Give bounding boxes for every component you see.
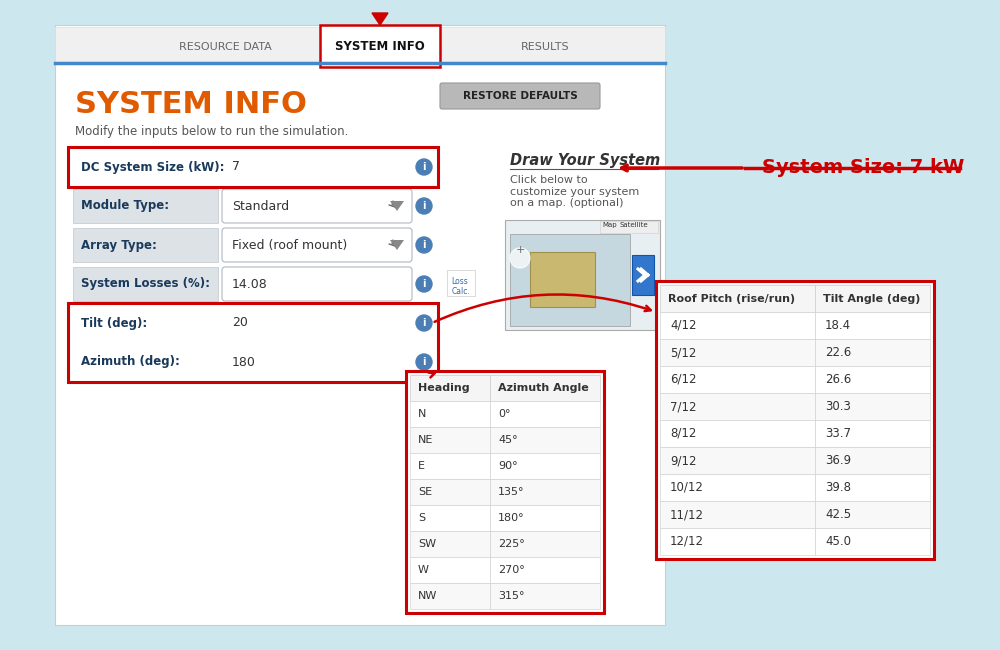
FancyBboxPatch shape	[222, 306, 412, 340]
Text: 33.7: 33.7	[825, 427, 851, 440]
FancyBboxPatch shape	[490, 557, 600, 583]
FancyBboxPatch shape	[73, 267, 218, 301]
FancyBboxPatch shape	[656, 281, 934, 559]
Polygon shape	[390, 201, 404, 211]
FancyBboxPatch shape	[815, 285, 930, 312]
Text: 22.6: 22.6	[825, 346, 851, 359]
FancyBboxPatch shape	[73, 150, 218, 184]
Text: Map: Map	[602, 222, 617, 228]
Text: 26.6: 26.6	[825, 373, 851, 386]
FancyBboxPatch shape	[510, 234, 630, 326]
FancyBboxPatch shape	[222, 228, 412, 262]
Text: Draw Your System: Draw Your System	[510, 153, 660, 168]
FancyBboxPatch shape	[68, 147, 438, 187]
FancyBboxPatch shape	[490, 531, 600, 557]
Circle shape	[416, 354, 432, 370]
Text: Standard: Standard	[232, 200, 289, 213]
FancyBboxPatch shape	[410, 401, 490, 427]
FancyBboxPatch shape	[490, 427, 600, 453]
FancyBboxPatch shape	[815, 420, 930, 447]
FancyBboxPatch shape	[815, 366, 930, 393]
FancyBboxPatch shape	[410, 557, 490, 583]
Text: Tilt (deg):: Tilt (deg):	[81, 317, 147, 330]
FancyBboxPatch shape	[410, 375, 490, 401]
FancyBboxPatch shape	[660, 393, 815, 420]
Text: SE: SE	[418, 487, 432, 497]
Text: 180°: 180°	[498, 513, 525, 523]
FancyBboxPatch shape	[447, 270, 475, 296]
Text: SYSTEM INFO: SYSTEM INFO	[335, 40, 425, 53]
Text: i: i	[422, 318, 426, 328]
Text: i: i	[422, 162, 426, 172]
FancyBboxPatch shape	[410, 531, 490, 557]
FancyBboxPatch shape	[320, 25, 440, 67]
Text: E: E	[418, 461, 425, 471]
Circle shape	[416, 198, 432, 214]
FancyBboxPatch shape	[73, 228, 218, 262]
Text: 7: 7	[232, 161, 240, 174]
FancyBboxPatch shape	[222, 150, 412, 184]
Text: 20: 20	[232, 317, 248, 330]
FancyBboxPatch shape	[73, 345, 218, 379]
Text: 90°: 90°	[498, 461, 518, 471]
Text: W: W	[418, 565, 429, 575]
FancyBboxPatch shape	[815, 501, 930, 528]
Text: 36.9: 36.9	[825, 454, 851, 467]
Text: RESTORE DEFAULTS: RESTORE DEFAULTS	[463, 91, 577, 101]
Text: 315°: 315°	[498, 591, 524, 601]
FancyBboxPatch shape	[660, 528, 815, 555]
Text: Heading: Heading	[418, 383, 470, 393]
Text: 39.8: 39.8	[825, 481, 851, 494]
FancyBboxPatch shape	[490, 479, 600, 505]
Text: Module Type:: Module Type:	[81, 200, 169, 213]
Text: Roof Pitch (rise/run): Roof Pitch (rise/run)	[668, 294, 795, 304]
Text: NW: NW	[418, 591, 437, 601]
FancyBboxPatch shape	[600, 221, 658, 233]
Text: 225°: 225°	[498, 539, 525, 549]
FancyBboxPatch shape	[440, 83, 600, 109]
FancyBboxPatch shape	[490, 505, 600, 531]
Circle shape	[416, 237, 432, 253]
Text: Array Type:: Array Type:	[81, 239, 157, 252]
Text: 42.5: 42.5	[825, 508, 851, 521]
FancyBboxPatch shape	[410, 505, 490, 531]
Text: System Losses (%):: System Losses (%):	[81, 278, 210, 291]
FancyBboxPatch shape	[490, 583, 600, 609]
FancyBboxPatch shape	[410, 453, 490, 479]
Text: Loss
Calc.: Loss Calc.	[452, 277, 470, 296]
Text: RESOURCE DATA: RESOURCE DATA	[179, 42, 271, 52]
Text: 45.0: 45.0	[825, 535, 851, 548]
FancyBboxPatch shape	[815, 474, 930, 501]
FancyBboxPatch shape	[410, 479, 490, 505]
Text: 6/12: 6/12	[670, 373, 696, 386]
FancyBboxPatch shape	[815, 393, 930, 420]
FancyBboxPatch shape	[490, 375, 600, 401]
FancyBboxPatch shape	[660, 366, 815, 393]
Text: 18.4: 18.4	[825, 319, 851, 332]
Text: i: i	[422, 357, 426, 367]
FancyBboxPatch shape	[505, 220, 660, 330]
Text: 0°: 0°	[498, 409, 511, 419]
Text: 180: 180	[232, 356, 256, 369]
FancyBboxPatch shape	[222, 267, 412, 301]
FancyBboxPatch shape	[73, 306, 218, 340]
FancyBboxPatch shape	[660, 501, 815, 528]
FancyBboxPatch shape	[490, 401, 600, 427]
Text: 11/12: 11/12	[670, 508, 704, 521]
Text: 30.3: 30.3	[825, 400, 851, 413]
FancyBboxPatch shape	[55, 27, 665, 63]
Text: 12/12: 12/12	[670, 535, 704, 548]
FancyBboxPatch shape	[406, 371, 604, 613]
FancyBboxPatch shape	[55, 25, 665, 625]
Text: DC System Size (kW):: DC System Size (kW):	[81, 161, 224, 174]
Text: 270°: 270°	[498, 565, 525, 575]
FancyBboxPatch shape	[660, 474, 815, 501]
Text: i: i	[422, 201, 426, 211]
Text: 14.08: 14.08	[232, 278, 268, 291]
Text: N: N	[418, 409, 426, 419]
Text: NE: NE	[418, 435, 433, 445]
Text: Click below to
customize your system
on a map. (optional): Click below to customize your system on …	[510, 175, 639, 208]
FancyBboxPatch shape	[632, 255, 654, 295]
FancyBboxPatch shape	[660, 312, 815, 339]
